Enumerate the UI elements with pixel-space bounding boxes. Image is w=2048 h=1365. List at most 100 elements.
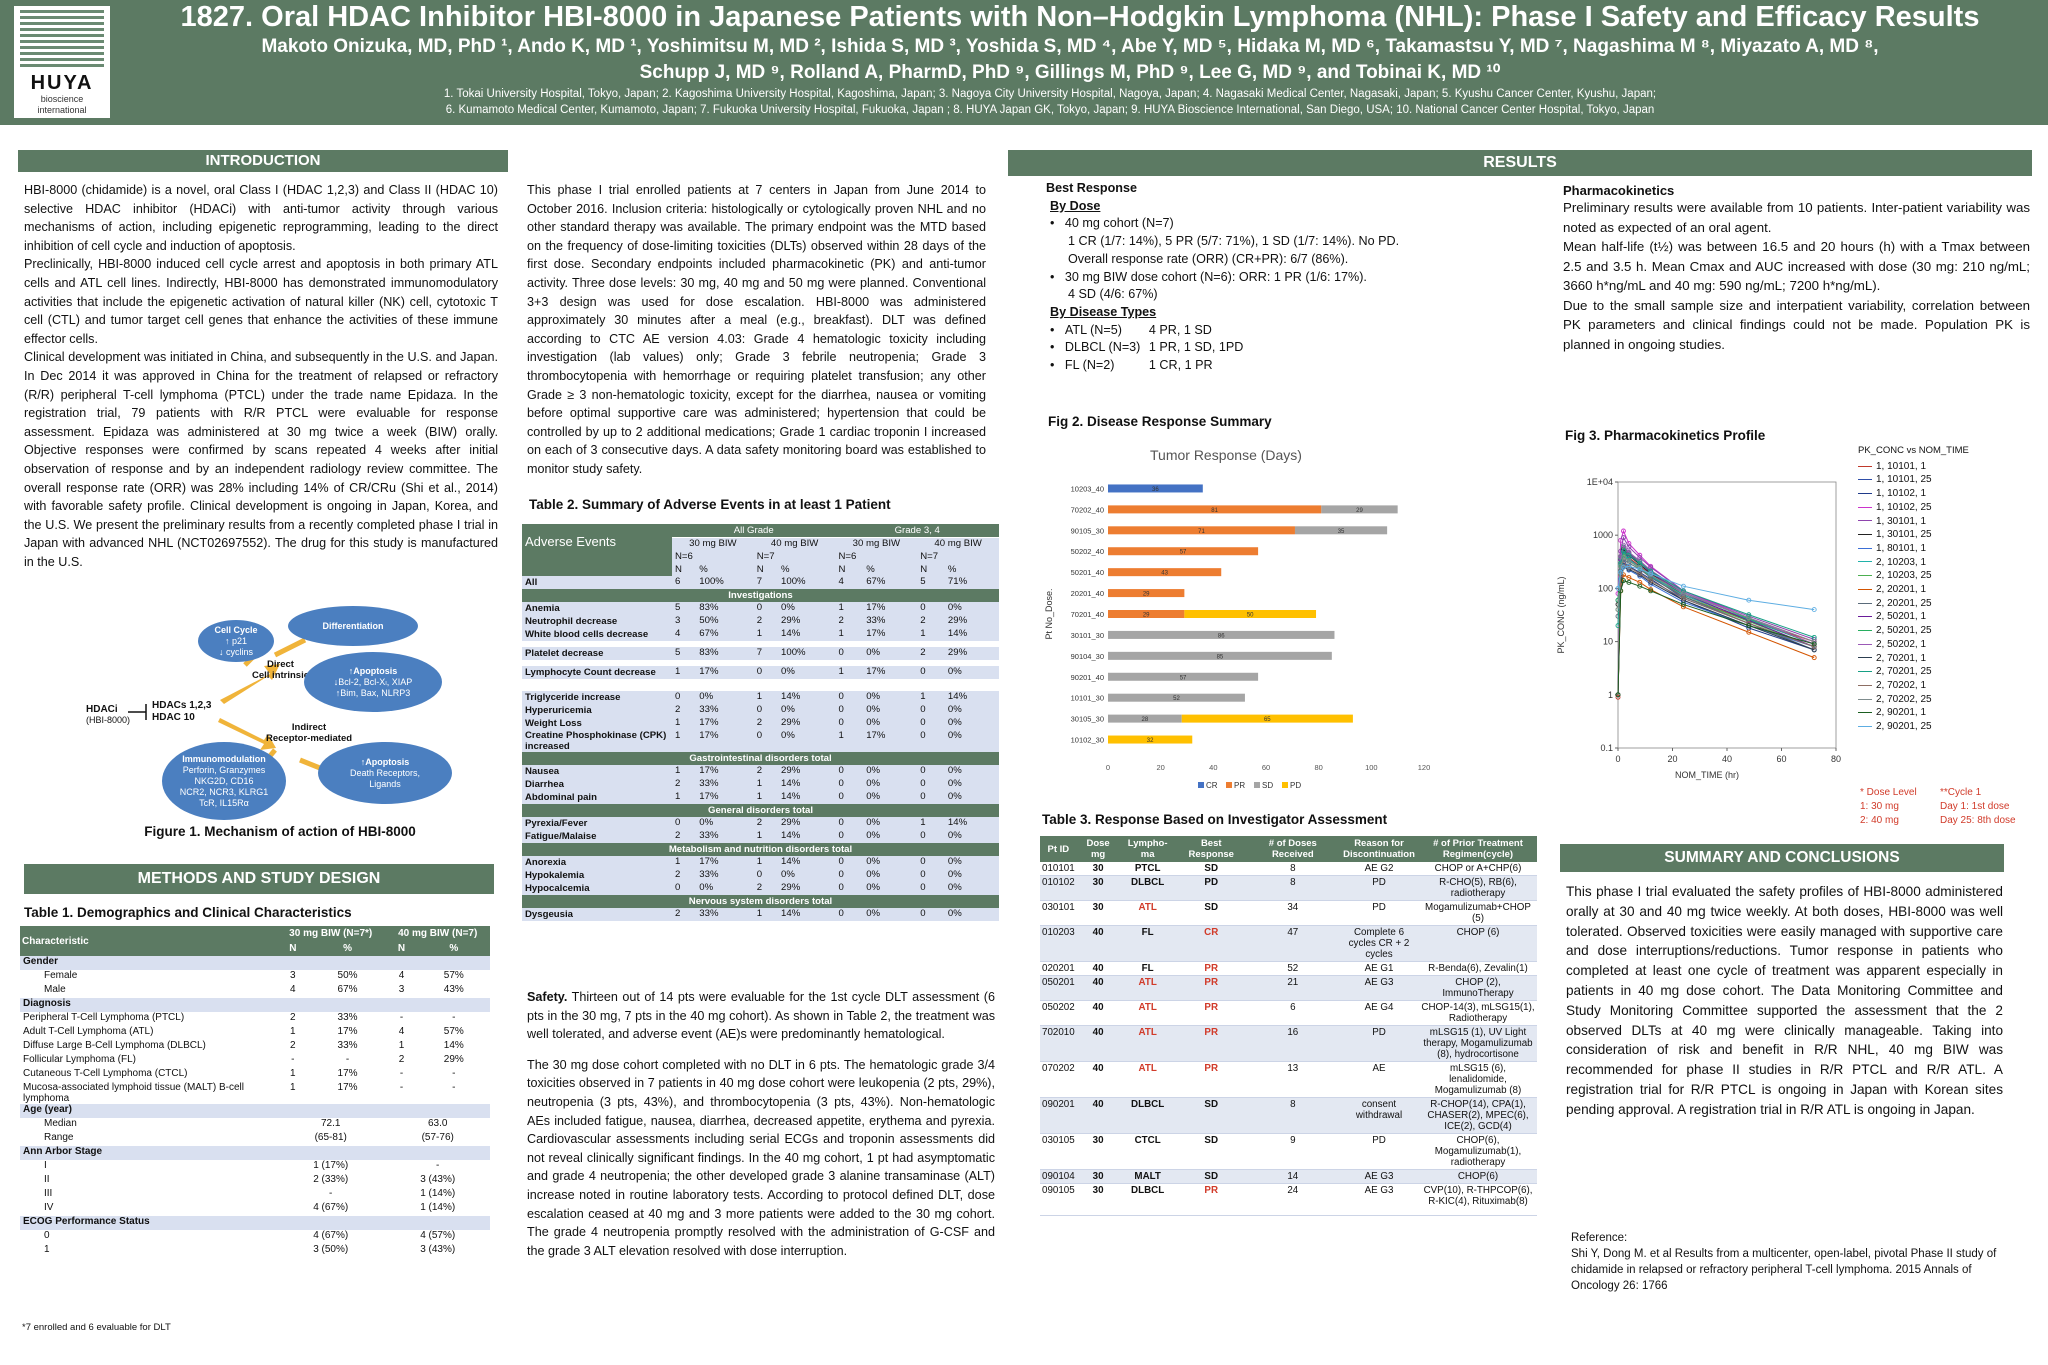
t2-cell: 17% xyxy=(696,856,754,869)
t2-cell: 0 xyxy=(835,830,864,843)
t1-cell xyxy=(309,998,386,1012)
t3-cell: CHOP or A+CHP(6) xyxy=(1419,862,1537,876)
t2-cell: 0 xyxy=(835,791,864,804)
t3-cell: 24 xyxy=(1246,1183,1339,1216)
pk-point xyxy=(1811,607,1817,613)
t2-row-label: Platelet decrease xyxy=(522,647,672,660)
t1-cell: - xyxy=(345,1054,350,1065)
pk-legend-title: PK_CONC vs NOM_TIME xyxy=(1858,445,1969,456)
t2-section-label: General disorders total xyxy=(522,804,999,817)
t3-cell: 8 xyxy=(1246,875,1339,901)
chart-legend-label: PD xyxy=(1290,781,1301,790)
t1-row: II 2 (33%) 3 (43%) xyxy=(20,1174,490,1188)
mechanism-diagram: Cell Cycle ↑ p21 ↓ cyclins Differentiati… xyxy=(80,600,480,825)
t2-cell: 0% xyxy=(944,778,999,791)
t2-cell: 0% xyxy=(778,602,836,615)
poster-header: HUYA bioscience international 1827. Oral… xyxy=(0,0,2048,125)
pk-legend-item: 2, 50201, 1 xyxy=(1858,610,2008,624)
pk-legend-label: 2, 70201, 25 xyxy=(1876,666,1932,678)
t1-cell xyxy=(309,1104,386,1118)
chart-data-label: 36 xyxy=(1152,487,1159,493)
t2-cell: 100% xyxy=(778,647,836,660)
t2-row-label: Hypokalemia xyxy=(522,869,672,882)
t1-row-label: Peripheral T-Cell Lymphoma (PTCL) xyxy=(23,1012,185,1023)
chart-xtick: 40 xyxy=(1209,763,1217,772)
chart-ylabel: Pt No_Dose. xyxy=(1044,588,1054,639)
pk-legend-label: 2, 50201, 25 xyxy=(1876,625,1932,637)
t2-cell: 1 xyxy=(835,666,864,679)
pk-legend-swatch xyxy=(1858,534,1872,536)
t2-np-cell: N xyxy=(753,563,779,576)
chart-xtick: 120 xyxy=(1418,763,1431,772)
t2-cell: 0% xyxy=(863,830,918,843)
chart-bar-pr xyxy=(1108,610,1185,618)
t3-cell: 8 xyxy=(1246,862,1339,876)
dose-40-label: 40 mg cohort (N=7) xyxy=(1064,216,1174,231)
dose-30-label: 30 mg BIW dose cohort (N=6): ORR: 1 PR (… xyxy=(1064,269,1367,284)
chart-data-label: 35 xyxy=(1338,529,1345,535)
t2-cell: 1 xyxy=(835,730,864,752)
apoptosis-oval-1: ↑Apoptosis ↓Bcl-2, Bcl-Xₗ, XIAP ↑Bim, Ba… xyxy=(304,652,442,712)
t1-row-label: III xyxy=(44,1188,53,1199)
pk-point xyxy=(1620,555,1626,561)
t2-np-cell: N xyxy=(835,563,864,576)
t2-cell: 33% xyxy=(696,869,754,882)
chart-data-label: 86 xyxy=(1218,633,1225,639)
pk-legend-label: 2, 90201, 1 xyxy=(1876,707,1927,719)
t3-row: 030101 30 ATL SD 34 PD Mogamulizumab+CHOP (5) xyxy=(1040,900,1537,926)
t3-cell: SD xyxy=(1175,900,1247,926)
pk-series-line xyxy=(1617,579,1815,695)
t2-cell: 2 xyxy=(672,778,697,791)
t2-np-cell: N xyxy=(917,563,945,576)
t1-row: Mucosa-associated lymphoid tissue (MALT)… xyxy=(20,1082,490,1104)
t3-cell: Mogamulizumab+CHOP (5) xyxy=(1419,900,1537,926)
t3-cell: PD xyxy=(1339,875,1419,901)
chart-category-label: 50202_40 xyxy=(1071,547,1104,556)
t1-cell: 2 xyxy=(290,1040,296,1051)
apoptosis-oval-2: ↑Apoptosis Death Receptors, Ligands xyxy=(318,742,452,804)
t3-cell: AE xyxy=(1339,1061,1419,1098)
t2-cell: 17% xyxy=(696,765,754,778)
immuno-d: TcR, IL15Rα xyxy=(199,797,249,808)
t2-row: White blood cells decrease 4 67% 1 14% 1 17% 1 1… xyxy=(522,628,999,641)
t1-row: Diagnosis xyxy=(20,998,490,1012)
t2-cell: 1 xyxy=(917,628,945,641)
disease-dlbcl-result: 1 PR, 1 SD, 1PD xyxy=(1148,340,1244,355)
t2-cell: 17% xyxy=(863,666,918,679)
t2-cell: 0 xyxy=(917,602,945,615)
t2-cell: 14% xyxy=(778,691,836,704)
t3-cell: ATL xyxy=(1119,1025,1176,1062)
t1-cell: - xyxy=(291,1054,295,1065)
t2-head-label: Adverse Events xyxy=(522,524,672,576)
results-heading: RESULTS xyxy=(1008,150,2032,176)
t2-row: Neutrophil decrease 3 50% 2 29% 2 33% 2 29% xyxy=(522,615,999,628)
pk-ytick: 1E+04 xyxy=(1587,477,1613,487)
t1-row: Median 72.1 63.0 xyxy=(20,1118,490,1132)
apoptosis-1-label: ↑Apoptosis xyxy=(348,665,398,676)
t2-cell: 0 xyxy=(835,869,864,882)
t2-row-label: Weight Loss xyxy=(522,717,672,730)
t3-cell: PR xyxy=(1175,1025,1247,1062)
t1-cell: 4 xyxy=(290,984,296,995)
t1-cell: - xyxy=(452,1068,456,1079)
t2-cell: 0% xyxy=(863,882,918,895)
huya-logo: HUYA bioscience international xyxy=(14,6,110,118)
t2-cell: 0% xyxy=(944,882,999,895)
t2-cell: 0 xyxy=(917,869,945,882)
pk-note-d1: 1: 30 mg xyxy=(1860,801,1899,812)
pk-legend-label: 2, 70202, 1 xyxy=(1876,679,1927,691)
hdac10-label: HDAC 10 xyxy=(152,712,195,723)
t2-cell: 1 xyxy=(672,856,697,869)
t2-group-g34: Grade 3, 4 xyxy=(835,524,999,538)
t1-cell: 17% xyxy=(337,1068,358,1079)
chart-category-label: 90201_40 xyxy=(1071,673,1104,682)
hdacs-label-group: HDACs 1,2,3 HDAC 10 xyxy=(152,700,211,724)
pk-text: Preliminary results were available from … xyxy=(1563,198,2030,354)
pk-point xyxy=(1626,549,1632,555)
t2-row-label: Hyperuricemia xyxy=(522,704,672,717)
pk-legend-swatch xyxy=(1858,698,1872,700)
t2-cell: 17% xyxy=(696,717,754,730)
pk-legend-item: 2, 10203, 1 xyxy=(1858,556,2008,570)
t2-cell: 0% xyxy=(863,778,918,791)
t2-cell: 33% xyxy=(696,830,754,843)
